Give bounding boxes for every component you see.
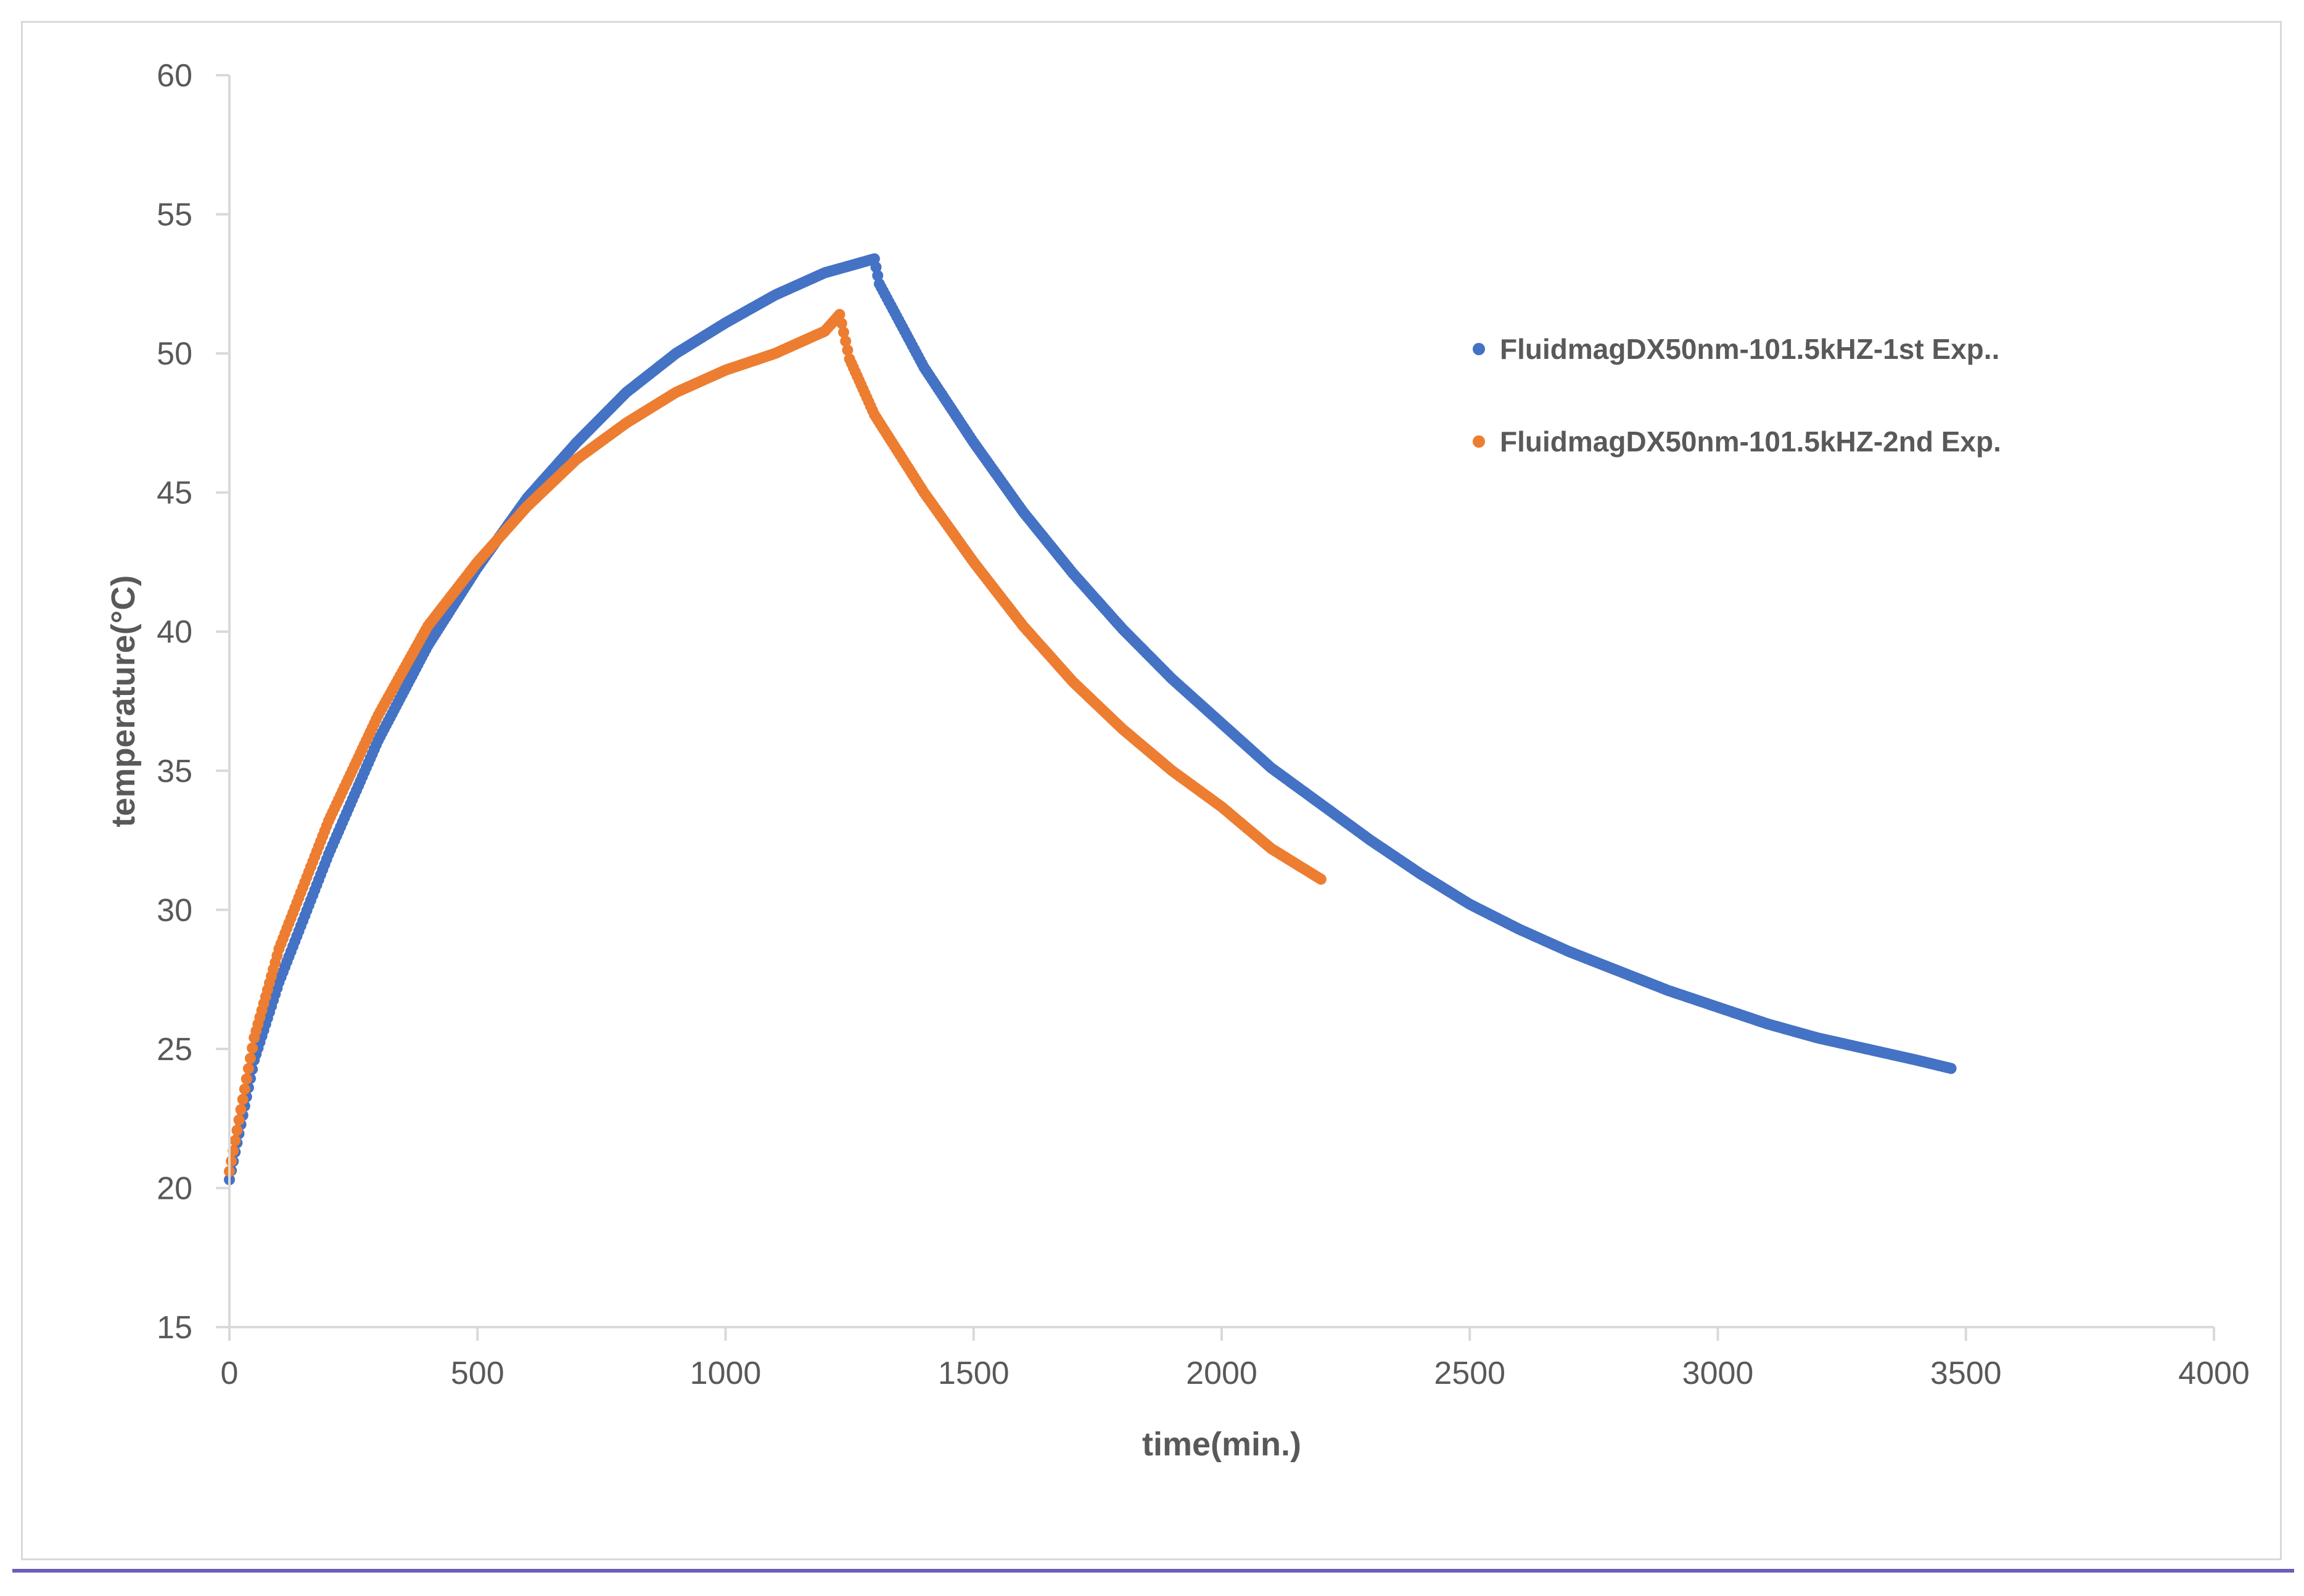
bottom-rule <box>12 1569 2294 1573</box>
data-point <box>872 269 884 281</box>
data-point <box>235 1104 247 1116</box>
data-point <box>229 1135 241 1146</box>
data-point <box>842 344 854 356</box>
data-point <box>834 309 845 320</box>
y-tick-label: 15 <box>157 1310 192 1346</box>
x-tick-label: 500 <box>451 1355 504 1391</box>
y-tick-label: 20 <box>157 1170 192 1206</box>
y-tick-label: 50 <box>157 336 192 372</box>
x-tick-label: 3000 <box>1682 1355 1754 1391</box>
data-point <box>870 261 882 273</box>
axes <box>228 75 2214 1328</box>
legend-label-1st-exp: FluidmagDX50nm-101.5kHZ-1st Exp.. <box>1500 333 1999 365</box>
data-point <box>868 253 880 265</box>
y-tick-label: 40 <box>157 614 192 650</box>
y-tick-label: 60 <box>157 58 192 94</box>
data-point <box>838 326 849 338</box>
legend-item-1st-exp: FluidmagDX50nm-101.5kHZ-1st Exp.. <box>1473 333 1999 365</box>
x-tick-label: 3500 <box>1930 1355 2002 1391</box>
chart-frame <box>21 21 2282 1560</box>
data-point <box>239 1084 250 1095</box>
data-point <box>231 1124 243 1136</box>
plot-area <box>224 253 1957 1185</box>
y-tick-label: 30 <box>157 892 192 928</box>
y-tick-label: 25 <box>157 1032 192 1067</box>
y-ticks: 15 20 25 30 35 40 45 50 55 60 <box>157 58 229 1346</box>
data-point <box>247 1042 258 1054</box>
legend-label-2nd-exp: FluidmagDX50nm-101.5kHZ-2nd Exp. <box>1500 426 2001 458</box>
legend-item-2nd-exp: FluidmagDX50nm-101.5kHZ-2nd Exp. <box>1473 426 2001 458</box>
legend: FluidmagDX50nm-101.5kHZ-1st Exp.. Fluidm… <box>1473 333 2001 458</box>
series-1 <box>224 253 1957 1185</box>
data-point <box>840 335 852 347</box>
y-tick-label: 45 <box>157 475 192 511</box>
data-point <box>242 1063 254 1074</box>
data-point <box>241 1073 252 1085</box>
data-point <box>836 318 847 329</box>
legend-marker-1st-exp <box>1473 343 1485 355</box>
y-tick-label: 55 <box>157 197 192 233</box>
x-axis-title: time(min.) <box>1142 1426 1301 1463</box>
data-point <box>245 1053 256 1064</box>
legend-marker-2nd-exp <box>1473 435 1485 448</box>
series-2 <box>224 309 1327 1177</box>
x-tick-label: 2500 <box>1434 1355 1505 1391</box>
data-point <box>237 1093 249 1105</box>
x-tick-label: 1500 <box>938 1355 1010 1391</box>
y-axis-title: temperature(°C) <box>105 575 142 828</box>
x-tick-label: 1000 <box>690 1355 762 1391</box>
x-tick-label: 2000 <box>1186 1355 1257 1391</box>
y-tick-label: 35 <box>157 754 192 789</box>
data-point <box>226 1155 237 1167</box>
x-ticks: 0 500 1000 1500 2000 2500 3000 3500 4000 <box>221 1327 2250 1391</box>
data-point <box>1945 1063 1957 1074</box>
x-tick-label: 0 <box>221 1355 239 1391</box>
data-point <box>233 1114 245 1126</box>
data-point <box>1315 873 1327 885</box>
x-tick-label: 4000 <box>2178 1355 2250 1391</box>
